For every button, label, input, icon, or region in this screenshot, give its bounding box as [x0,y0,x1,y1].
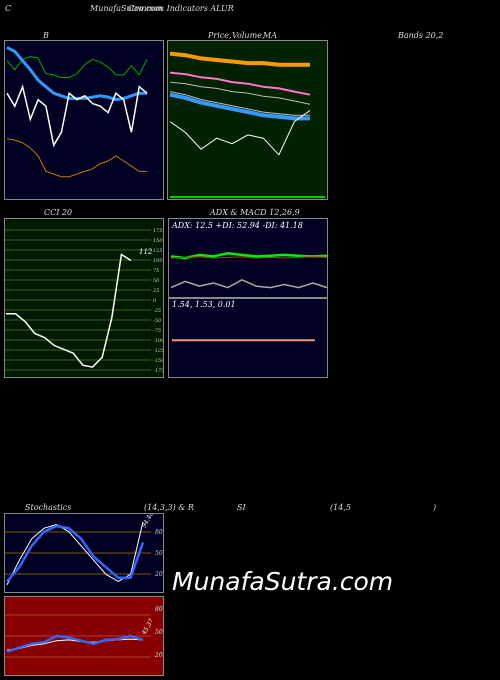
ma-price-line [169,110,311,156]
stoch-label: Stochastics [25,503,72,512]
macd-chart [172,339,315,342]
stoch-chart: 80 50 20 94.48 [5,514,163,586]
bollinger-middle-line [6,46,147,102]
macd-panel: 1.54, 1.53, 0.01 [168,298,328,378]
stoch-tick-80: 80 [155,529,163,536]
bollinger-price-line [6,84,148,148]
rsi-line [6,634,144,653]
adx-macd-label: ADX & MACD 12,26,9 [210,208,300,217]
stoch-tick-20: 20 [154,571,163,578]
cci-tick-label: 125 [153,248,163,254]
adx-plus-di-line [170,252,327,260]
stoch-params: (14,3,3) & R [144,503,194,512]
rsi-tick-20: 20 [154,652,163,659]
cci-label: CCI 20 [44,208,73,217]
rsi-params: (14,5 [330,503,351,512]
ma-panel [167,40,328,200]
adx-minus-di-line [170,256,327,259]
macd-values: 1.54, 1.53, 0.01 [172,300,236,309]
rsi-panel: 80 50 20 45.37 [4,596,164,676]
volume-label: Volume, [232,31,265,40]
cci-tick-label: -150 [153,358,163,364]
ma-chart [169,51,325,198]
bollinger-panel [4,40,164,200]
cci-chart: 175 150 125 100 75 50 25 0 -25 -50 -75 -100 -125 -150… [5,228,163,374]
ma-short-line [169,92,310,121]
rsi-chart: 80 50 20 45.37 [5,606,163,659]
cci-panel: 175 150 125 100 75 50 25 0 -25 -50 -75 -100 -125 -150… [4,218,164,378]
cci-tick-label: -100 [153,338,163,344]
cci-tick-label: -50 [153,318,162,324]
stoch-d-line [6,524,145,583]
cci-tick-label: 0 [153,298,157,304]
rsi-tick-50: 50 [155,629,163,636]
cci-tick-label: -175 [153,368,163,374]
watermark: MunafaSutra.com [172,567,394,596]
cci-tick-label: 50 [153,278,160,284]
bollinger-label: B [43,31,49,40]
stoch-value-label: 94.48 [141,514,156,529]
cci-tick-label: 175 [153,228,163,234]
site-title: MunafaSutra.com [90,4,163,13]
rsi-params-close: ) [433,503,437,512]
stoch-tick-50: 50 [155,550,163,557]
adx-line [170,278,327,289]
cci-tick-label: -125 [153,348,163,354]
rsi-label: SI [237,503,246,512]
ma-long-line [169,51,310,67]
ma-label: MA [263,31,277,40]
cci-tick-label: 100 [153,258,163,264]
bollinger-chart [6,46,148,178]
cci-tick-label: 150 [153,238,163,244]
cci-tick-label: 25 [152,288,159,294]
ma-grey-line-2 [169,91,310,116]
rsi-value-label: 45.37 [140,617,155,636]
cci-value-label: 112 [139,248,153,256]
stoch-k-line [6,521,144,586]
price-label: Price, [208,31,232,40]
adx-chart [170,252,327,289]
cci-tick-label: -25 [153,308,161,314]
adx-values: ADX: 12.5 +DI: 52.94 -DI: 41.18 [172,221,303,230]
cci-tick-label: -75 [153,328,161,334]
bands-label: Bands 20,2 [398,31,444,40]
rsi-tick-80: 80 [155,606,163,613]
cci-line [6,253,132,368]
bollinger-upper-line [6,56,148,78]
ma-mid-line [169,71,311,96]
bollinger-lower-line [6,138,147,178]
ma-grey-line [169,81,311,105]
cci-tick-label: 75 [153,268,159,274]
stoch-panel: 80 50 20 94.48 [4,513,164,593]
header-left: C [5,4,12,13]
adx-panel: ADX: 12.5 +DI: 52.94 -DI: 41.18 [168,218,328,298]
chart-title: Common Indicators ALUR [128,4,234,13]
